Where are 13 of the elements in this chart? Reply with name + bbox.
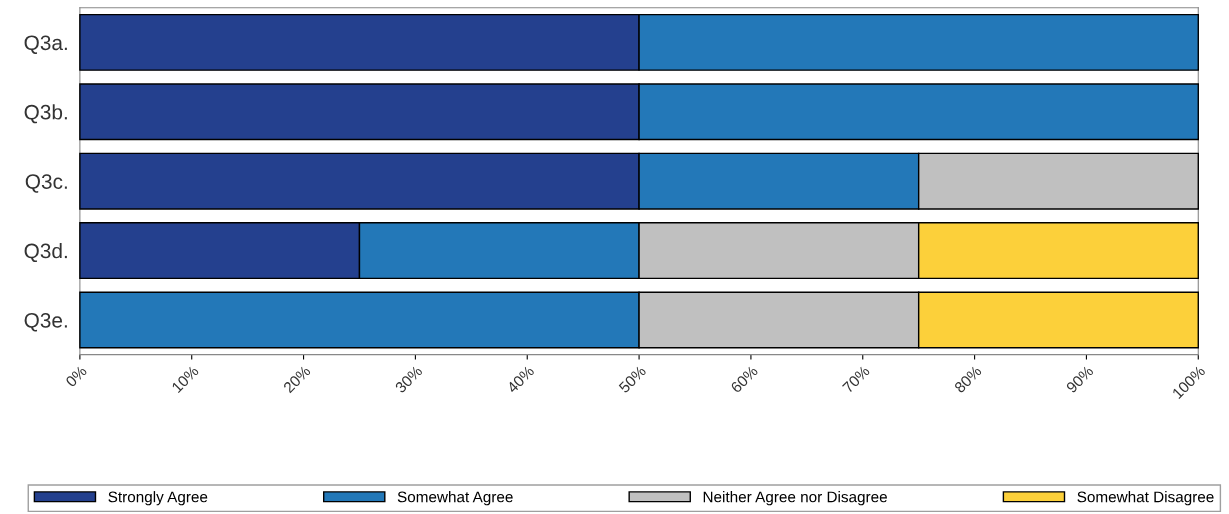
legend-label: Somewhat Agree <box>397 491 513 506</box>
y-tick-label: Q3d. <box>24 243 67 263</box>
x-tick-label: 70% <box>841 365 871 394</box>
legend-label: Strongly Agree <box>108 491 208 506</box>
y-tick-label: Q3b. <box>24 104 67 124</box>
x-tick-label: 60% <box>730 365 759 394</box>
y-tick-label: Q3e. <box>24 312 67 332</box>
x-tick-label: 40% <box>506 365 535 394</box>
legend-label: Somewhat Disagree <box>1077 491 1214 506</box>
y-tick-label: Q3c. <box>25 174 67 193</box>
legend-label: Neither Agree nor Disagree <box>703 491 887 506</box>
x-tick-label: 0% <box>64 365 88 388</box>
y-tick-label: Q3a. <box>24 35 67 54</box>
